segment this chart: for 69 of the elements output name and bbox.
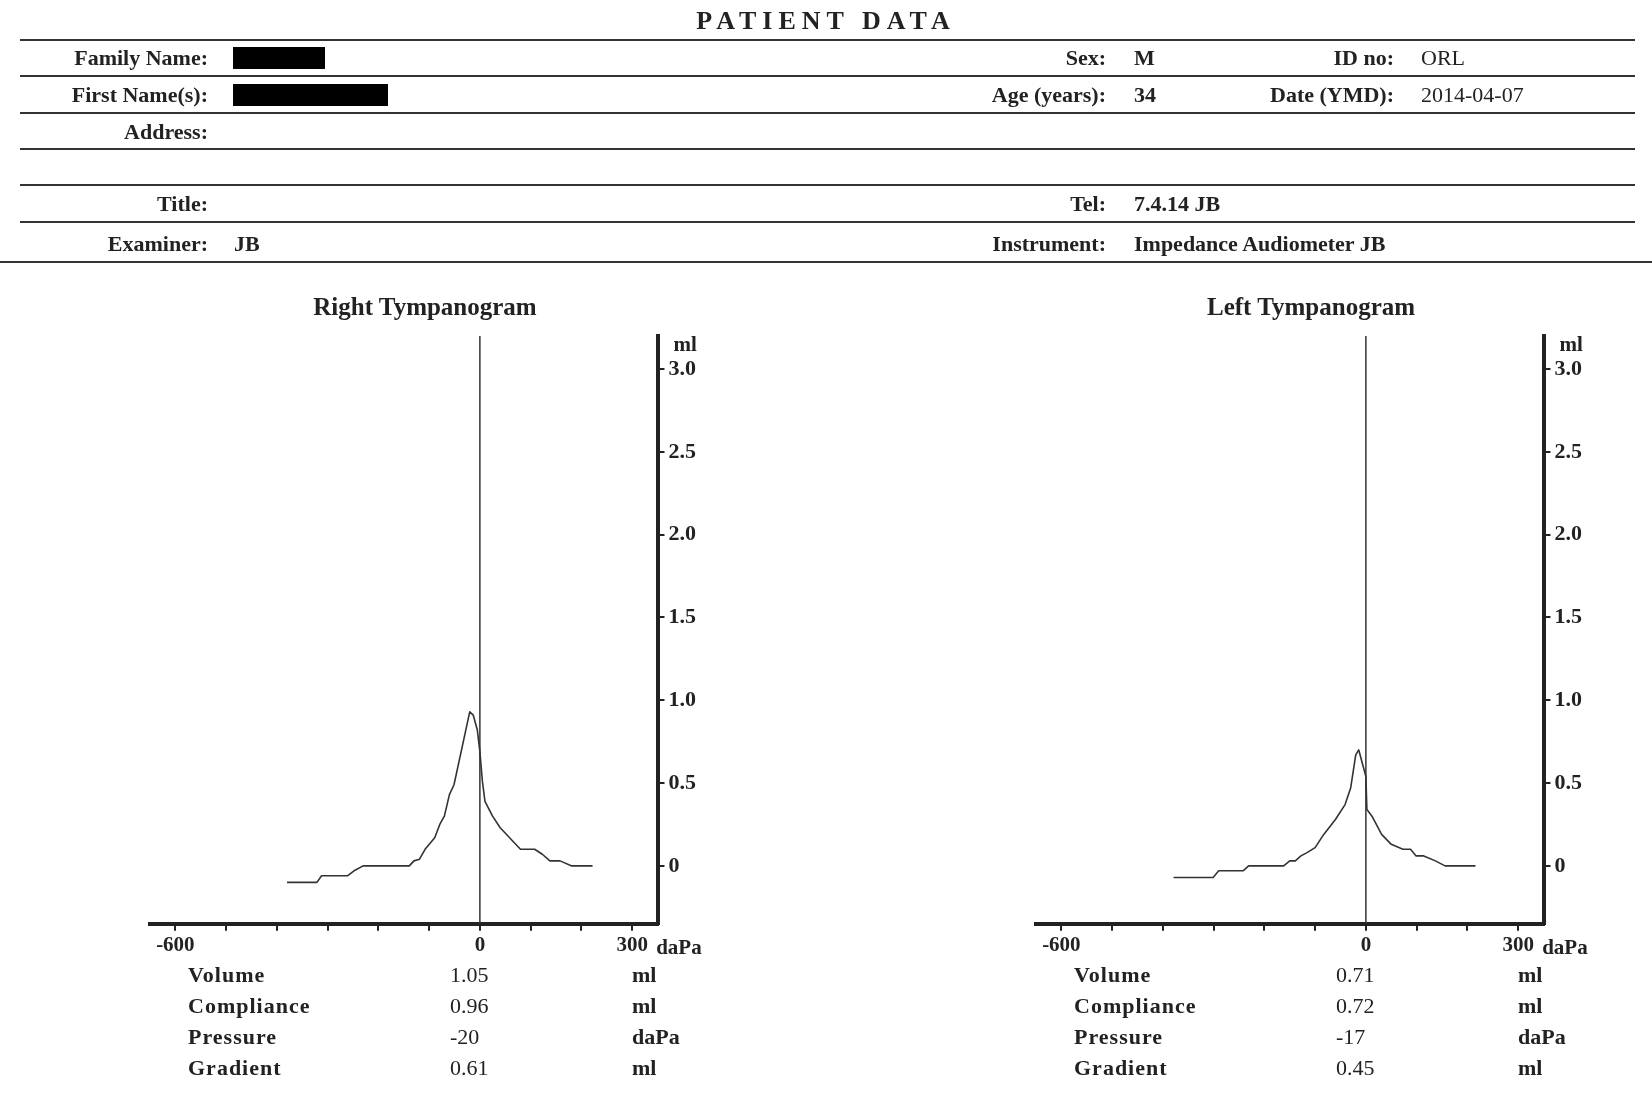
x-tick-label: 300 [1502, 931, 1534, 956]
text: daPa [632, 1024, 680, 1050]
y-tick-label: 0 [668, 851, 680, 877]
y-tick-label: 2.0 [1554, 520, 1582, 546]
text: Examiner: [107, 231, 208, 257]
text: daPa [1518, 1024, 1566, 1050]
text: PATIENT DATA [695, 6, 957, 36]
text: Compliance [1074, 993, 1197, 1019]
text: Volume [188, 962, 266, 988]
text: First Name(s): [71, 82, 208, 108]
y-tick-label: 1.0 [668, 685, 696, 711]
text: Gradient [1074, 1055, 1168, 1081]
x-tick-label: 0 [1360, 931, 1372, 956]
text: 0.45 [1336, 1055, 1375, 1081]
text: Pressure [188, 1024, 278, 1050]
chart-title: Right Tympanogram [313, 293, 537, 321]
y-tick-label: 3.0 [1554, 354, 1582, 380]
chart-title: Left Tympanogram [1206, 293, 1416, 321]
y-tick-label: 1.5 [1554, 603, 1582, 629]
text: Age (years): [991, 82, 1106, 108]
text: 1.05 [450, 962, 489, 988]
text: ml [1518, 962, 1543, 988]
x-axis-title: daPa [656, 934, 703, 959]
y-tick-label: 3.0 [668, 354, 696, 380]
text: 7.4.14 JB [1134, 191, 1221, 217]
text: Tel: [1070, 191, 1106, 217]
x-tick-label: 300 [616, 931, 648, 956]
text: ml [1518, 993, 1543, 1019]
x-tick-label: -600 [156, 931, 195, 956]
text: ml [1518, 1055, 1543, 1081]
x-tick-label: 0 [474, 931, 486, 956]
text: 0.72 [1336, 993, 1375, 1019]
text: ID no: [1333, 45, 1394, 71]
text: 0.71 [1336, 962, 1375, 988]
text: Gradient [188, 1055, 282, 1081]
text: -20 [450, 1024, 480, 1050]
y-tick-label: 1.5 [668, 603, 696, 629]
text: ml [632, 993, 657, 1019]
text: Instrument: [992, 231, 1106, 257]
text: ml [632, 1055, 657, 1081]
text: Date (YMD): [1270, 82, 1394, 108]
text: Address: [124, 119, 208, 145]
y-tick-label: 1.0 [1554, 685, 1582, 711]
y-tick-label: 0 [1554, 851, 1566, 877]
text: Pressure [1074, 1024, 1164, 1050]
text: 0.96 [450, 993, 489, 1019]
text: M [1134, 45, 1155, 71]
y-tick-label: 2.5 [668, 437, 696, 463]
y-tick-label: 0.5 [668, 768, 696, 794]
text: ORL [1421, 45, 1465, 71]
text: 0.61 [450, 1055, 489, 1081]
text: ml [632, 962, 657, 988]
text: Volume [1074, 962, 1152, 988]
y-axis-title: ml [1559, 331, 1583, 356]
x-tick-label: -600 [1042, 931, 1081, 956]
text: Compliance [188, 993, 311, 1019]
text: Sex: [1065, 45, 1106, 71]
text: 34 [1134, 82, 1156, 108]
y-axis-title: ml [673, 331, 697, 356]
y-tick-label: 2.0 [668, 520, 696, 546]
text: Family Name: [74, 45, 208, 71]
text: -17 [1336, 1024, 1366, 1050]
y-tick-label: 0.5 [1554, 768, 1582, 794]
x-axis-title: daPa [1542, 934, 1589, 959]
text: JB [234, 231, 260, 257]
y-tick-label: 2.5 [1554, 437, 1582, 463]
text: 2014-04-07 [1421, 82, 1524, 108]
text: Impedance Audiometer JB [1134, 231, 1386, 257]
text: Title: [157, 191, 208, 217]
